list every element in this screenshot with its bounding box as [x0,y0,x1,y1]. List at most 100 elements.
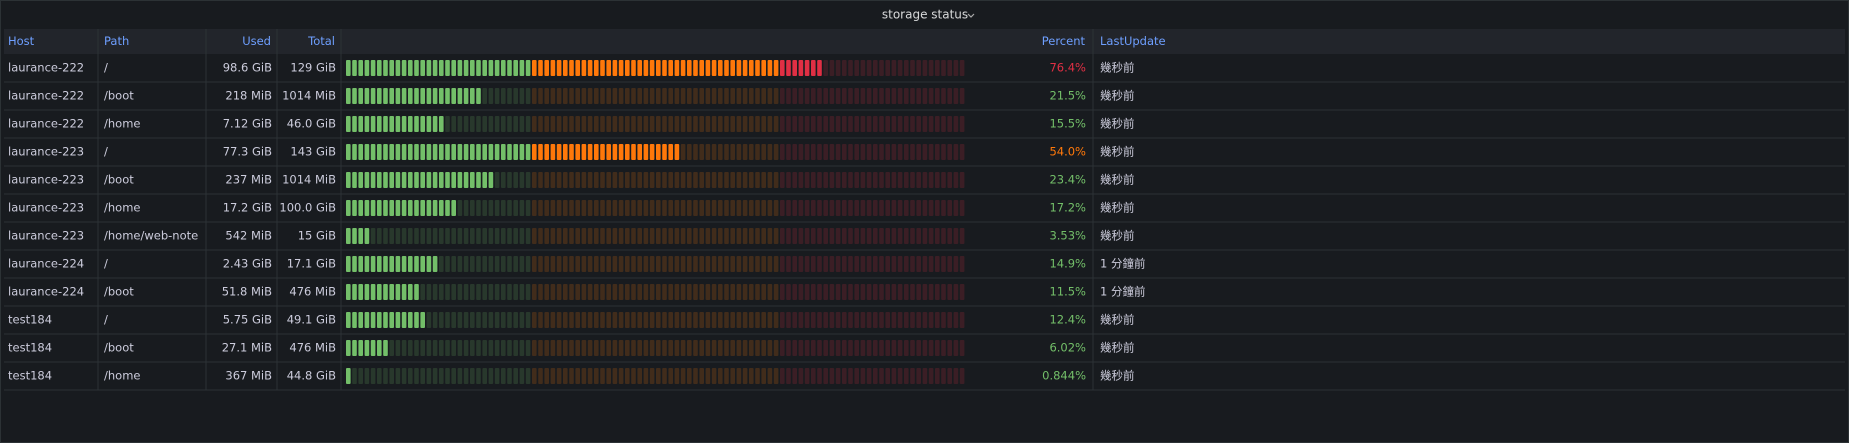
gauge-cell [662,116,667,132]
gauge-cell [457,88,463,104]
gauge-cell [600,60,605,76]
table-cell: 367 MiB [225,369,272,383]
gauge-cell [656,172,661,188]
gauge-cell [749,368,754,384]
gauge-cell [625,172,630,188]
gauge-cell [470,200,475,216]
gauge-cell [699,228,704,244]
gauge-cell [618,368,624,384]
gauge-cell [649,256,655,272]
gauge-cell [637,116,642,132]
panel-title[interactable]: storage status [882,8,968,22]
gauge-cell [718,368,723,384]
table-cell: laurance-224 [8,285,84,299]
gauge-cell [556,88,562,104]
gauge-cell [668,200,673,216]
gauge-cell [346,368,351,384]
table-cell: 1014 MiB [282,173,336,187]
gauge-cell [705,60,711,76]
table-cell: test184 [8,313,52,327]
gauge-cell [563,116,568,132]
gauge-cell [823,256,828,272]
gauge-cell [798,200,804,216]
gauge-cell [457,312,463,328]
gauge-cell [439,312,444,328]
gauge-cell [922,116,928,132]
gauge-cell [482,284,487,300]
gauge-cell [581,172,587,188]
gauge-cell [563,200,568,216]
gauge-cell [457,144,463,160]
gauge-cell [389,88,394,104]
gauge-cell [786,172,791,188]
gauge-cell [680,228,686,244]
gauge-cell [612,256,618,272]
gauge-cell [352,116,357,132]
gauge-cell [804,256,810,272]
gauge-cell [718,200,723,216]
gauge-cell [501,312,506,328]
gauge-cell [829,284,835,300]
gauge-cell [488,144,494,160]
gauge-cell [525,144,531,160]
gauge-cell [445,88,450,104]
table-cell: 15 GiB [298,229,336,243]
gauge-cell [476,228,481,244]
gauge-cell [507,60,512,76]
gauge-cell [786,88,791,104]
title-chevron[interactable] [967,13,975,18]
gauge-cell [755,88,760,104]
gauge-cell [699,312,704,328]
gauge-cell [457,228,463,244]
bar-gauge [346,312,965,328]
gauge-cell [625,228,630,244]
gauge-cell [401,284,407,300]
gauge-cell [724,312,729,328]
gauge-cell [439,172,444,188]
gauge-cell [885,172,890,188]
gauge-cell [798,312,804,328]
gauge-cell [811,88,816,104]
gauge-cell [687,144,692,160]
gauge-cell [377,312,382,328]
gauge-cell [897,284,903,300]
gauge-cell [910,88,915,104]
gauge-cell [742,228,748,244]
gauge-cell [693,172,698,188]
gauge-cell [457,284,463,300]
gauge-cell [668,368,673,384]
gauge-cell [470,88,475,104]
gauge-cell [866,368,872,384]
gauge-cell [780,88,785,104]
gauge-cell [767,144,773,160]
gauge-cell [959,340,965,356]
table-cell: / [104,145,108,159]
gauge-cell [947,228,952,244]
gauge-cell [773,284,779,300]
gauge-cell [724,60,729,76]
bar-gauge [346,340,965,356]
gauge-cell [494,312,500,328]
gauge-cell [804,340,810,356]
gauge-cell [625,312,630,328]
gauge-cell [556,60,562,76]
gauge-cell [718,228,723,244]
gauge-cell [525,256,531,272]
gauge-cell [637,368,642,384]
gauge-cell [482,228,487,244]
gauge-cell [439,256,444,272]
gauge-cell [525,116,531,132]
gauge-cell [395,340,401,356]
gauge-cell [643,256,649,272]
gauge-cell [389,172,394,188]
gauge-cell [674,172,680,188]
bar-gauge [346,172,965,188]
table-cell: /boot [104,285,134,299]
gauge-cell [662,340,667,356]
table-cell: 476 MiB [289,285,336,299]
gauge-cell [866,340,872,356]
gauge-cell [693,284,698,300]
gauge-cell [439,368,444,384]
gauge-cell [594,172,599,188]
gauge-cell [606,368,611,384]
